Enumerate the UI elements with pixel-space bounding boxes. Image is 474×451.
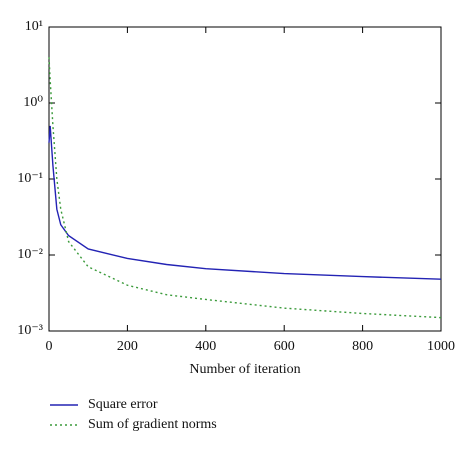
x-tick-label: 200: [117, 339, 138, 354]
line-series: [48, 57, 442, 319]
y-tick-label: 10⁻²: [17, 247, 43, 262]
line-series: [48, 125, 442, 280]
y-tick-label: 10⁻¹: [17, 171, 43, 186]
y-tick-label: 10⁰: [23, 95, 43, 110]
x-axis-label: Number of iteration: [189, 362, 300, 377]
x-tick-label: 800: [352, 339, 373, 354]
x-tick-label: 400: [195, 339, 216, 354]
legend-label: Square error: [88, 397, 158, 412]
x-tick-label: 600: [274, 339, 295, 354]
y-tick-label: 10¹: [25, 19, 43, 34]
legend-label: Sum of gradient norms: [88, 417, 217, 432]
x-tick-label: 0: [46, 339, 53, 354]
y-tick-label: 10⁻³: [17, 323, 43, 338]
plot-frame: [48, 26, 442, 332]
x-tick-label: 1000: [427, 339, 455, 354]
